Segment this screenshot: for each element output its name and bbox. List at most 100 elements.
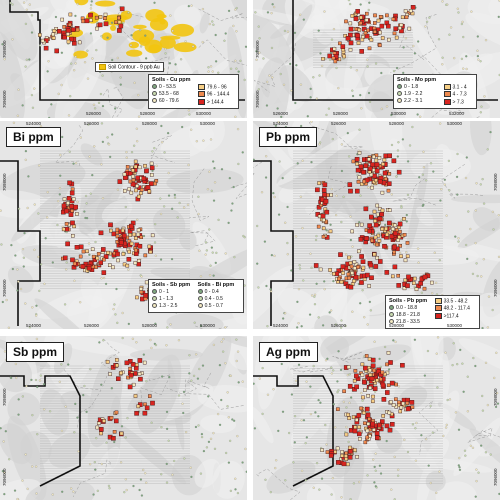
anomaly-sample bbox=[102, 257, 106, 262]
sample-point bbox=[76, 3, 79, 6]
sample-point bbox=[65, 261, 68, 264]
sample-point bbox=[126, 416, 129, 420]
sample-point bbox=[217, 218, 220, 221]
sample-point bbox=[16, 114, 19, 117]
sample-point bbox=[30, 378, 33, 381]
sample-point bbox=[302, 279, 305, 282]
anomaly-sample bbox=[137, 243, 143, 249]
anomaly-sample bbox=[142, 360, 147, 365]
drainage-line bbox=[166, 372, 212, 396]
terrain-shade bbox=[430, 238, 500, 264]
sample-point bbox=[411, 125, 414, 129]
anomaly-sample bbox=[376, 18, 381, 23]
sample-point bbox=[173, 196, 177, 199]
sample-point bbox=[310, 161, 313, 164]
anomaly-sample bbox=[57, 29, 62, 34]
sample-point bbox=[269, 491, 272, 494]
sample-point bbox=[402, 46, 405, 49]
legend-pb-swatch-4 bbox=[434, 305, 442, 312]
sample-point bbox=[161, 141, 164, 144]
sample-point bbox=[11, 38, 14, 41]
sample-point bbox=[483, 95, 486, 98]
sample-point bbox=[458, 456, 461, 460]
anomaly-sample bbox=[61, 227, 66, 232]
legend-mo-label-4: 4 - 7.3 bbox=[452, 91, 467, 98]
sample-point bbox=[229, 439, 232, 442]
sample-point bbox=[136, 218, 139, 221]
legend-pb-swatch-0 bbox=[389, 305, 394, 311]
sample-point bbox=[275, 459, 278, 462]
sample-point bbox=[192, 374, 196, 377]
sample-point bbox=[350, 396, 353, 399]
anomaly-sample bbox=[132, 232, 136, 237]
sample-point bbox=[174, 70, 177, 74]
sample-point bbox=[348, 155, 351, 158]
terrain-shade bbox=[199, 12, 210, 34]
anomaly-sample bbox=[377, 156, 382, 160]
sample-point bbox=[302, 419, 306, 422]
anomaly-sample bbox=[371, 399, 375, 403]
sample-point bbox=[61, 135, 64, 139]
sample-point bbox=[138, 488, 141, 492]
sample-point bbox=[358, 128, 361, 131]
anomaly-sample bbox=[397, 400, 401, 405]
anomaly-sample bbox=[64, 208, 69, 214]
sample-point bbox=[470, 10, 473, 13]
anomaly-sample bbox=[367, 284, 371, 288]
anomaly-sample bbox=[353, 369, 358, 373]
sample-point bbox=[215, 60, 218, 63]
anomaly-sample bbox=[364, 11, 369, 16]
sample-point bbox=[133, 81, 136, 84]
sample-point bbox=[461, 362, 464, 365]
anomaly-sample bbox=[422, 274, 428, 280]
sample-point bbox=[234, 59, 237, 62]
sample-point bbox=[57, 200, 60, 203]
sample-point bbox=[1, 300, 4, 304]
sample-point bbox=[46, 70, 49, 73]
anomaly-sample bbox=[144, 168, 149, 174]
anomaly-sample bbox=[135, 175, 141, 181]
terrain-shade bbox=[306, 483, 336, 500]
sample-point bbox=[359, 194, 362, 197]
sample-point bbox=[207, 395, 210, 398]
sample-point bbox=[290, 393, 294, 396]
sample-point bbox=[205, 249, 208, 252]
sample-point bbox=[0, 209, 2, 212]
sample-point bbox=[263, 240, 266, 243]
sample-point bbox=[89, 32, 93, 35]
sample-point bbox=[186, 203, 190, 206]
tick-pb-top-1: 526000 bbox=[331, 121, 347, 126]
sample-point bbox=[194, 425, 198, 429]
sample-point bbox=[318, 143, 321, 146]
sample-point bbox=[83, 384, 86, 388]
sample-point bbox=[237, 70, 240, 73]
sample-point bbox=[171, 207, 174, 210]
legend-mo: Soils - Mo ppm 0 - 1.8 1.9 - 2.2 2.2 - 3… bbox=[393, 74, 477, 109]
anomaly-sample bbox=[126, 256, 132, 262]
soil-contour-area bbox=[101, 32, 112, 41]
sample-point bbox=[211, 20, 214, 23]
anomaly-sample bbox=[69, 36, 74, 42]
sample-point bbox=[457, 237, 460, 240]
anomaly-sample bbox=[373, 30, 377, 34]
sample-point bbox=[223, 39, 226, 42]
sample-point bbox=[154, 343, 158, 347]
sample-point bbox=[329, 272, 332, 275]
sample-point bbox=[315, 462, 319, 465]
sample-point bbox=[178, 201, 181, 205]
sample-point bbox=[16, 268, 19, 271]
legend-mo-swatch-1 bbox=[397, 91, 402, 97]
sample-point bbox=[477, 58, 480, 61]
sample-point bbox=[155, 164, 158, 167]
anomaly-sample bbox=[71, 41, 77, 46]
sample-point bbox=[258, 377, 261, 380]
anomaly-sample bbox=[98, 230, 104, 236]
anomaly-sample bbox=[90, 247, 95, 251]
sample-point bbox=[255, 50, 258, 53]
sample-point bbox=[165, 410, 169, 413]
anomaly-sample bbox=[343, 34, 347, 38]
anomaly-sample bbox=[365, 272, 370, 278]
map-panel-sb: Sb ppm 7098000 7096000 bbox=[0, 336, 247, 500]
anomaly-sample bbox=[81, 249, 86, 254]
anomaly-sample bbox=[391, 17, 396, 22]
